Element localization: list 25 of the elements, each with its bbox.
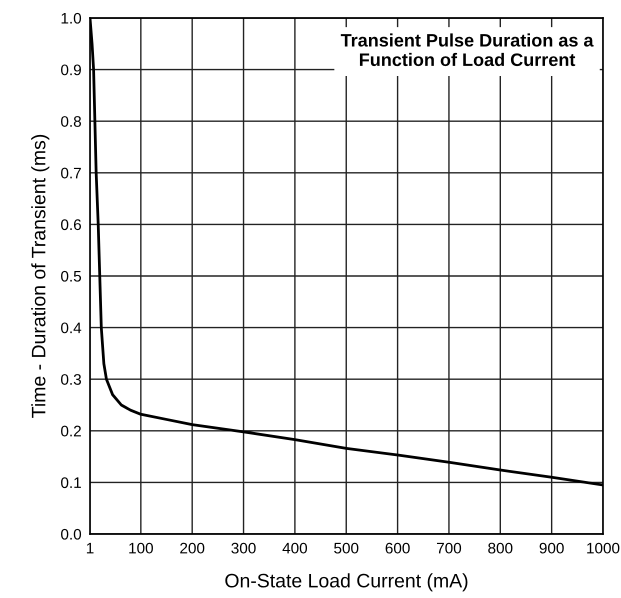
x-tick-label: 300 <box>231 542 256 554</box>
y-tick-label: 0.7 <box>61 168 81 178</box>
x-axis-title: On-State Load Current (mA) <box>225 573 468 592</box>
x-tick-label: 100 <box>129 542 153 554</box>
y-tick-label: 0.5 <box>61 270 82 282</box>
y-tick-label: 0.1 <box>61 477 81 488</box>
x-tick-label: 600 <box>386 542 410 554</box>
y-tick-label: 0.2 <box>61 426 81 436</box>
x-tick-label: 200 <box>180 542 204 554</box>
y-tick-label: 0.8 <box>61 116 82 127</box>
y-axis-title: Time - Duration of Transient (ms) <box>31 134 50 418</box>
x-tick-label: 800 <box>488 542 512 554</box>
y-tick-label: 0.4 <box>61 322 82 334</box>
x-tick-label: 400 <box>282 542 308 554</box>
y-tick-label: 0.0 <box>61 528 82 540</box>
x-tick-label: 700 <box>436 542 462 554</box>
y-tick-label: 0.9 <box>61 64 81 76</box>
x-tick-label: 900 <box>540 542 564 554</box>
y-tick-label: 1.0 <box>62 12 82 24</box>
y-tick-label: 0.6 <box>61 219 81 230</box>
x-tick-label: 1000 <box>587 542 620 554</box>
y-tick-label: 0.3 <box>61 374 81 385</box>
x-tick-label: 1 <box>86 542 94 554</box>
text: Transient Pulse Duration as a Function of Load Current <box>340 33 594 66</box>
x-tick-label: 500 <box>334 542 358 554</box>
